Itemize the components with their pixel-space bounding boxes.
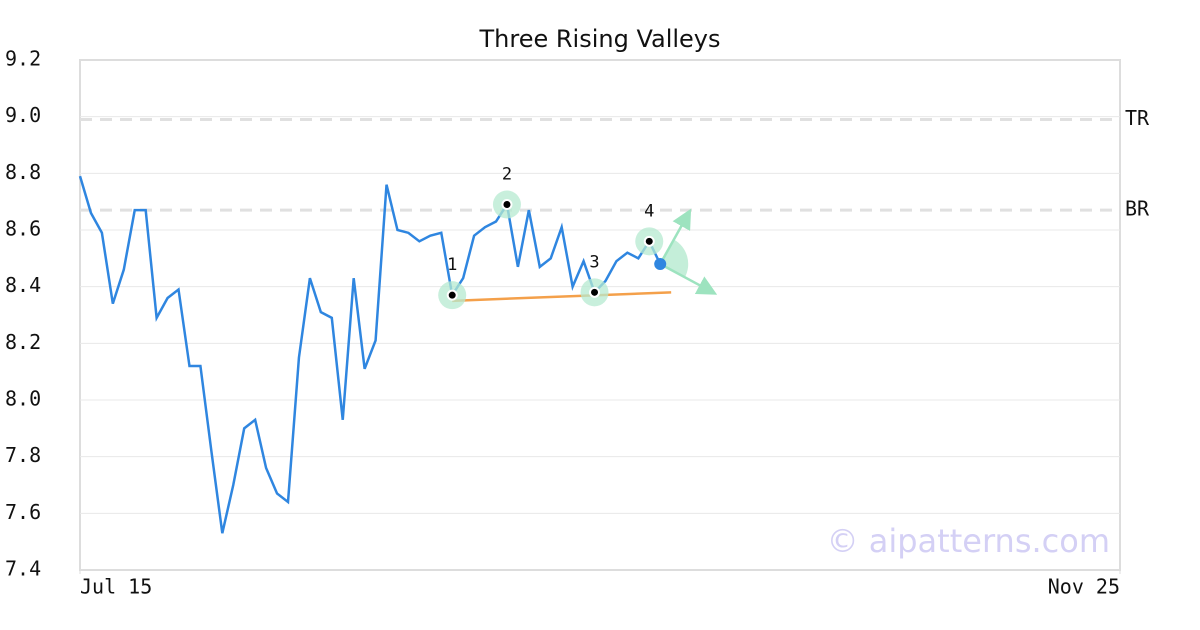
y-tick-label: 8.6 [5, 217, 41, 241]
x-tick-label: Jul 15 [80, 575, 152, 599]
projection-arrow [659, 262, 718, 295]
current-point [654, 258, 667, 270]
level-label: TR [1125, 106, 1150, 130]
pivot-dot [589, 286, 601, 298]
pivot-dot [446, 289, 458, 301]
y-tick-label: 9.0 [5, 103, 41, 127]
pivot-dot [501, 199, 513, 210]
price-line [78, 175, 662, 534]
y-tick-label: 7.6 [5, 500, 41, 524]
y-tick-label: 7.8 [5, 443, 41, 467]
pivot-label: 1 [447, 255, 457, 275]
y-tick-label: 8.0 [5, 387, 41, 411]
pivot-label: 2 [502, 165, 512, 185]
pivot-label: 3 [589, 252, 599, 272]
plot-frame [79, 59, 1121, 571]
trendline [452, 291, 672, 303]
x-tick-label: Nov 25 [1048, 575, 1120, 599]
pivot-dot [643, 235, 655, 247]
level-label: BR [1125, 197, 1150, 221]
y-tick-label: 7.4 [5, 557, 41, 581]
y-tick-label: 8.2 [5, 330, 41, 354]
projection-sector [660, 239, 689, 278]
y-tick-label: 9.2 [5, 47, 41, 71]
watermark: © aipatterns.com [827, 522, 1110, 560]
projection-arrow [659, 208, 692, 265]
y-tick-label: 8.8 [5, 160, 41, 184]
chart-title: Three Rising Valleys [478, 25, 720, 53]
pivot-label: 4 [644, 201, 654, 221]
y-tick-label: 8.4 [5, 273, 41, 297]
